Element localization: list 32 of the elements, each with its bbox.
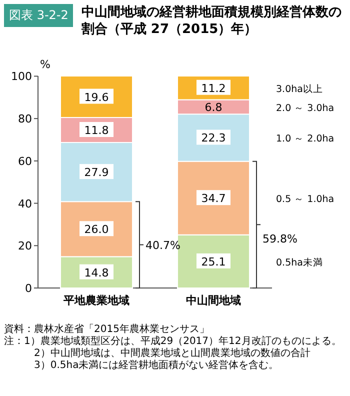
- text: 3）0.5ha未満には経営耕地面積がない経営体を含む。: [33, 360, 280, 372]
- y-tick-label: 40: [18, 197, 32, 210]
- x-tick-label: 中山間地域: [186, 294, 241, 307]
- data-label: 22.3: [201, 132, 226, 145]
- y-axis-title: %: [40, 58, 50, 71]
- y-tick-label: 0: [25, 282, 32, 295]
- x-tick-label: 平地農業地域: [62, 294, 130, 307]
- y-tick-label: 20: [18, 240, 32, 253]
- text: 2）中山間地域は、中間農業地域と山間農業地域の数値の合計: [33, 348, 312, 360]
- y-tick-label: 100: [11, 70, 32, 84]
- text: 0.5 ～ 1.0ha: [276, 194, 334, 206]
- data-label: 6.8: [204, 100, 222, 114]
- data-label: 26.0: [84, 223, 109, 236]
- chart-subtitle: 図表 3-2-2: [4, 4, 74, 27]
- data-label: 25.1: [201, 255, 226, 268]
- text: 0.5ha未満: [276, 256, 323, 268]
- text: 資料：農林水産省「2015年農林業センサス」: [4, 324, 210, 336]
- annotation: 59.8%: [262, 232, 298, 246]
- text: 2.0 ～ 3.0ha: [276, 102, 334, 114]
- data-label: 27.9: [84, 166, 109, 180]
- data-label: 11.2: [201, 82, 226, 95]
- text: 注：1）農業地域類型区分は、平成29（2017）年12月改訂のものによる。: [4, 336, 342, 348]
- data-label: 14.8: [84, 266, 109, 280]
- y-tick-label: 60: [18, 154, 32, 168]
- chart-title: 中山間地域の経営耕地面積規模別経営体数の割合（平成 27（2015）年）: [81, 4, 342, 38]
- data-label: 19.6: [84, 90, 109, 104]
- data-label: 11.8: [84, 124, 109, 138]
- text: 3.0ha以上: [276, 82, 323, 95]
- data-label: 34.7: [201, 192, 226, 206]
- annotation: 40.7%: [146, 238, 180, 252]
- y-tick-label: 80: [18, 112, 32, 126]
- text: 1.0 ～ 2.0ha: [276, 134, 334, 145]
